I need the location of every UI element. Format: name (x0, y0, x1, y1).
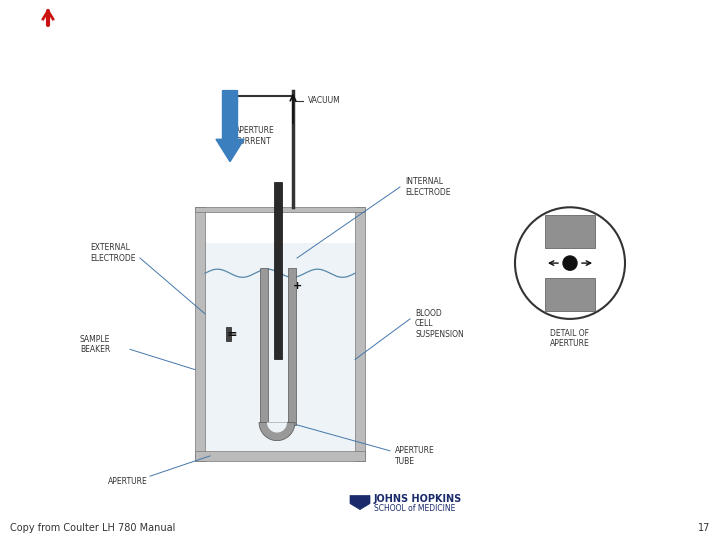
Bar (355, 207, 365, 461)
Bar (288, 268, 296, 426)
Text: PSMILE: PSMILE (34, 45, 63, 51)
Text: VACUUM: VACUUM (308, 96, 341, 105)
Bar (274, 182, 282, 360)
Bar (545, 215, 595, 248)
Circle shape (515, 207, 625, 319)
Bar (205, 243, 355, 451)
Bar (195, 451, 365, 461)
Text: Copy from Coulter LH 780 Manual: Copy from Coulter LH 780 Manual (10, 523, 176, 533)
Text: APERTURE: APERTURE (108, 477, 148, 486)
Text: JOHNS HOPKINS: JOHNS HOPKINS (374, 495, 462, 504)
Text: SCHOOL of MEDICINE: SCHOOL of MEDICINE (374, 504, 455, 513)
Text: DETAIL OF
APERTURE: DETAIL OF APERTURE (550, 329, 590, 348)
Text: +: + (293, 281, 302, 292)
Text: APERTURE
CURRENT: APERTURE CURRENT (235, 126, 275, 145)
Text: BLOOD
CELL
SUSPENSION: BLOOD CELL SUSPENSION (415, 309, 464, 339)
Wedge shape (267, 422, 287, 433)
Text: Patient Safety Monitoring in International Laboratories (SMILE): Patient Safety Monitoring in Internation… (118, 19, 682, 37)
Text: JH: JH (356, 499, 364, 504)
FancyArrow shape (216, 91, 244, 161)
Bar (545, 278, 595, 311)
Text: 17: 17 (698, 523, 710, 533)
Bar (195, 207, 365, 212)
Text: INTERNAL
ELECTRODE: INTERNAL ELECTRODE (405, 177, 451, 197)
Text: =: = (227, 328, 238, 341)
Circle shape (563, 256, 577, 270)
Wedge shape (259, 422, 295, 441)
Polygon shape (350, 496, 370, 510)
Text: EXTERNAL
ELECTRODE: EXTERNAL ELECTRODE (90, 243, 135, 262)
Text: SAMPLE
BEAKER: SAMPLE BEAKER (80, 335, 110, 354)
Bar (226, 327, 231, 341)
Text: APERTURE
TUBE: APERTURE TUBE (395, 446, 435, 465)
Bar (260, 268, 268, 426)
Bar (195, 207, 205, 461)
